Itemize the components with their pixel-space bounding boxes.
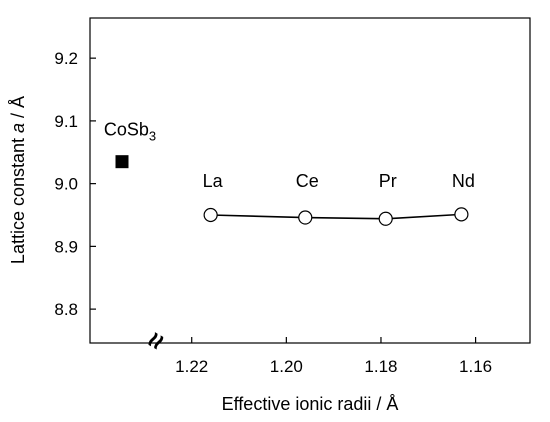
data-point-ce (298, 210, 313, 225)
point-label-pr: Pr (379, 171, 397, 191)
point-label-ce: Ce (296, 171, 319, 191)
x-tick-label: 1.22 (175, 357, 208, 376)
cosb3-filled-square-marker (115, 155, 129, 169)
cosb3-label-main: CoSb (104, 120, 149, 140)
y-tick-label: 9.2 (54, 49, 78, 68)
y-tick-label: 9.1 (54, 112, 78, 131)
y-tick-label: 8.8 (54, 300, 78, 319)
y-axis-title-unit: / Å (8, 96, 28, 123)
y-tick-label: 9.0 (54, 175, 78, 194)
point-label-la: La (203, 171, 224, 191)
rare-earth-series-points: La Ce Pr Nd (203, 171, 475, 226)
cosb3-label-subscript: 3 (149, 129, 156, 144)
axis-break-symbol: ≈ (138, 326, 173, 355)
data-point-la (203, 207, 218, 223)
x-tick-label: 1.16 (459, 357, 492, 376)
y-axis-title-prefix: Lattice constant (8, 133, 28, 264)
y-axis-ticks: 8.8 8.9 9.0 9.1 9.2 (54, 49, 96, 319)
cosb3-label: CoSb3 (104, 120, 156, 144)
x-axis-ticks: 1.22 1.20 1.18 1.16 (175, 337, 492, 376)
data-point-nd (454, 207, 469, 222)
point-label-nd: Nd (452, 171, 475, 191)
y-axis-title: Lattice constant a / Å (8, 96, 28, 264)
x-axis-title: Effective ionic radii / Å (222, 394, 399, 414)
y-axis-title-variable: a (8, 123, 28, 133)
rare-earth-series-line (210, 213, 462, 220)
plot-frame (89, 17, 531, 344)
data-point-pr (378, 211, 393, 226)
y-tick-label: 8.9 (54, 237, 78, 256)
x-tick-label: 1.20 (270, 357, 303, 376)
x-tick-label: 1.18 (364, 357, 397, 376)
